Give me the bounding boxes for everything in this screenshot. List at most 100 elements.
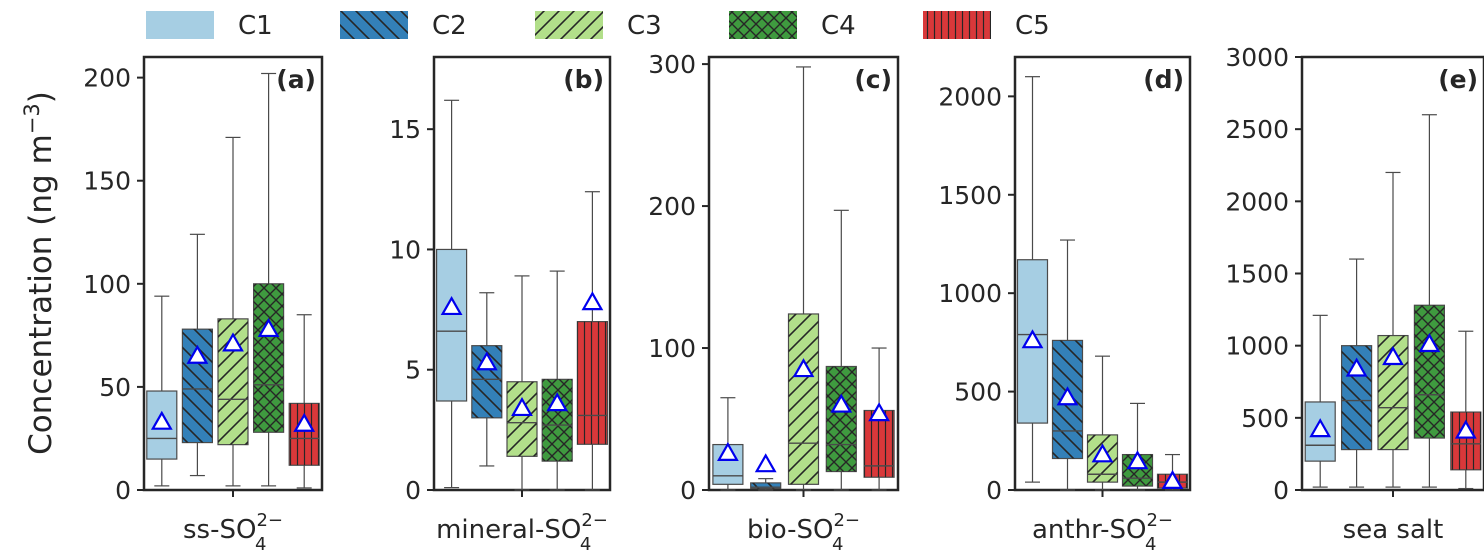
legend-swatch-hatch [923,11,991,39]
mean-marker [868,402,890,422]
mean-marker [186,344,209,364]
x-label-sup: 2− [256,510,283,531]
mean-marker [1454,419,1477,439]
box-hatch [253,283,284,433]
y-tick-label: 1500 [938,181,1002,210]
y-tick-label: 1500 [1225,260,1289,289]
x-label-base: mineral-SO [436,515,581,545]
box-body [436,248,468,402]
x-label-base: anthr-SO [1032,515,1146,545]
mean-marker [257,317,280,338]
box-c1 [436,99,468,489]
box-c2 [750,453,782,491]
box-c3 [787,66,820,491]
x-axis-label: mineral-SO2− 4 [436,510,608,555]
panel-b: 0 5 10 15 (b) mineral-SO2− 4 [389,55,612,555]
y-tick-label: 300 [648,50,696,79]
x-label-base: ss-SO [183,515,256,545]
legend-label: C3 [627,11,662,41]
mean-marker [1126,450,1149,470]
y-tick-label: 0 [115,476,131,505]
box-c5 [1156,453,1189,491]
panel-label: (c) [854,65,892,94]
legend-entry-c5: C5 [923,11,1050,41]
mean-marker [830,393,853,413]
y-tick-label: 200 [83,64,131,93]
y-tick-label: 1000 [938,279,1002,308]
y-tick-label: 3000 [1225,43,1289,72]
y-axis-title-exp: −3 [20,103,44,134]
x-label-sub: 4 [1145,534,1156,555]
mean-marker [293,412,316,432]
y-tick-label: 10 [389,235,421,264]
panel-label: (e) [1438,65,1478,94]
box-c2 [471,292,503,467]
box-c4 [825,209,857,491]
y-tick-label: 50 [99,373,131,402]
box-c4 [253,72,285,487]
box-hatch [750,482,781,489]
legend-swatch-hatch [340,11,408,39]
legend-label: C4 [821,11,856,41]
box-c4 [1121,402,1154,491]
y-tick-label: 0 [986,476,1002,505]
mean-marker [1418,333,1441,353]
panel-c: 0 100 200 300 (c) bio-SO2− 4 [648,50,900,555]
y-tick-label: 0 [405,476,421,505]
box-hatch [788,313,819,485]
panel-label: (d) [1143,65,1184,94]
box-c5 [1450,330,1482,490]
box-c4 [1413,114,1446,488]
legend-entry-c3: C3 [535,11,662,41]
mean-marker [475,351,498,371]
panel-label: (b) [563,65,604,94]
mean-marker [1382,345,1404,366]
x-axis-label: ss-SO2− 4 [183,510,283,555]
x-label-sup: 2− [833,510,860,531]
y-tick-label: 500 [954,378,1002,407]
legend-label: C1 [238,11,273,41]
box-c3 [1086,355,1119,491]
box-hatch [289,403,320,466]
mean-marker [792,358,815,378]
mean-marker [1021,329,1044,349]
mean-marker [1309,418,1332,438]
legend-entry-c1: C1 [146,11,273,41]
x-label-sub: 4 [832,534,843,555]
mean-marker [1091,443,1114,463]
y-axis-title-main: Concentration (ng m [23,134,59,455]
y-tick-label: 5 [405,356,421,385]
mean-marker [222,332,244,352]
box-c3 [1377,171,1409,488]
box-c5 [863,347,895,491]
box-c2 [1051,239,1084,491]
y-tick-label: 2500 [1225,115,1289,144]
y-tick-label: 100 [83,270,131,299]
box-hatch [507,381,537,457]
y-tick-label: 500 [1241,404,1289,433]
box-c3 [217,136,249,487]
y-axis-label: Concentration (ng m−3) [20,91,59,455]
mean-marker [511,396,533,417]
legend-swatch-hatch [535,11,603,39]
legend-swatch-hatch [729,11,797,39]
box-hatch [1414,305,1445,439]
box-c1 [712,397,744,491]
y-tick-label: 200 [648,192,696,221]
mean-marker [754,453,777,473]
y-tick-label: 1000 [1225,332,1289,361]
box-c1 [1304,314,1336,488]
y-axis-title-close: ) [23,91,59,103]
x-label-sub: 4 [255,534,266,555]
x-axis-label: bio-SO2− 4 [747,510,860,555]
legend-label: C2 [432,11,467,41]
mean-marker [717,441,739,461]
box-c2 [181,233,213,477]
box-c4 [541,270,573,491]
box-c5 [576,191,609,491]
x-label-base: bio-SO [747,515,833,545]
y-tick-label: 100 [648,334,696,363]
mean-marker [1345,357,1368,377]
mean-marker [1161,469,1184,489]
